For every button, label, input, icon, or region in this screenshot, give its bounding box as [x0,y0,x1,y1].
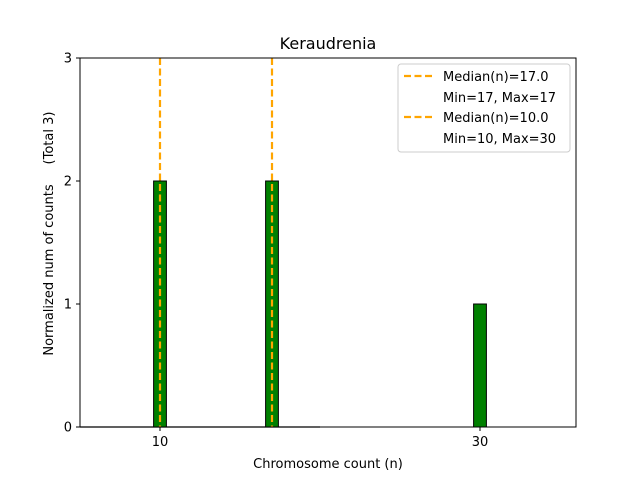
legend-median-label-1: Median(n)=10.0 [443,111,549,126]
x-axis-label: Chromosome count (n) [253,457,403,472]
x-tick-label: 10 [152,435,169,450]
legend: Median(n)=17.0 Min=17, Max=17 Median(n)=10… [397,63,571,153]
y-axis-label: Normalized num of counts [42,184,57,355]
x-tick-label: 30 [472,435,489,450]
legend-range-label-0: Min=17, Max=17 [443,91,556,106]
legend-range-label-1: Min=10, Max=30 [443,132,556,147]
chart-title: Keraudrenia [280,34,377,53]
plot-frame [79,57,577,428]
legend-median-label-0: Median(n)=17.0 [443,70,549,85]
y-tick-label: 3 [64,52,72,67]
y-tick-label: 1 [64,298,72,313]
y-tick-label: 0 [64,421,72,436]
plot-area [80,58,487,428]
y-tick-label: 2 [64,175,72,190]
legend-frame [397,63,571,153]
y-axis-total-note: (Total 3) [42,112,57,165]
bar-n-30 [473,303,487,428]
axes: 0 1 2 3 10 30 [64,52,489,451]
